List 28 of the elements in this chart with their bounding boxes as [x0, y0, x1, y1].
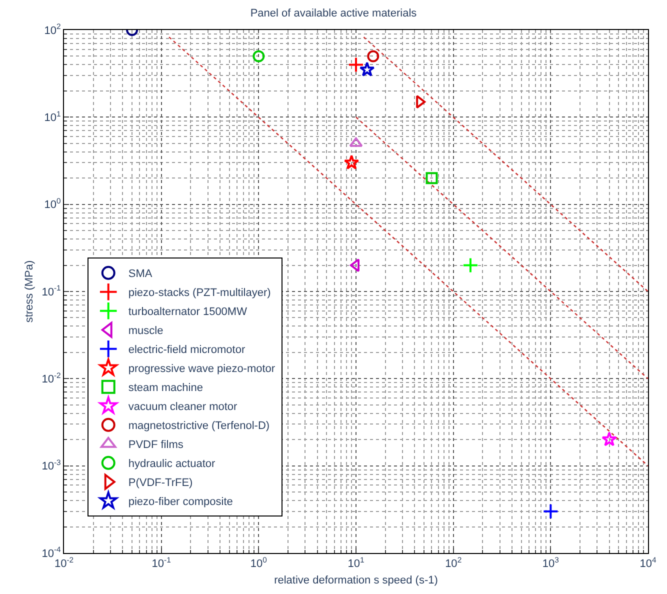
- x-tick-label: 10$^{2}$: [445, 556, 462, 570]
- y-tick-label: 10$^{-3}$: [42, 458, 61, 473]
- chart-title: Panel of available active materials: [250, 8, 418, 20]
- x-tick-label: 10$^{0}$: [250, 556, 267, 570]
- y-tick-label: 10$^{-1}$: [42, 284, 61, 298]
- x-tick-label: 10$^{-1}$: [152, 556, 171, 570]
- y-tick-label: 10$^{0}$: [44, 196, 61, 212]
- legend-label: hydraulic actuator: [128, 458, 216, 470]
- y-tick-label: 10$^{1}$: [44, 109, 61, 124]
- legend-label: piezo-fiber composite: [128, 496, 233, 508]
- legend-label: magnetostrictive (Terfenol-D): [128, 420, 270, 432]
- legend-label: SMA: [128, 268, 153, 280]
- x-tick-label: 10$^{1}$: [348, 556, 364, 570]
- legend-label: vacuum cleaner motor: [128, 401, 238, 414]
- legend-label: muscle: [128, 325, 164, 338]
- x-axis-title: relative deformation s speed (s-1): [274, 574, 438, 586]
- y-axis-title: stress (MPa): [23, 260, 36, 323]
- x-tick-label: 10$^{3}$: [542, 556, 559, 570]
- legend-label: progressive wave piezo-motor: [128, 363, 276, 376]
- legend-label: piezo-stacks (PZT-multilayer): [128, 287, 271, 300]
- legend-label: PVDF films: [128, 439, 184, 452]
- legend-label: electric-field micromotor: [128, 344, 246, 356]
- x-tick-label: 10$^{4}$: [640, 556, 657, 570]
- legend-label: turboalternator 1500MW: [128, 306, 248, 318]
- legend-label: steam machine: [128, 382, 203, 394]
- y-tick-label: 10$^{2}$: [44, 22, 61, 37]
- legend-label: P(VDF-TrFE): [128, 477, 193, 490]
- y-tick-label: 10$^{-2}$: [42, 370, 61, 386]
